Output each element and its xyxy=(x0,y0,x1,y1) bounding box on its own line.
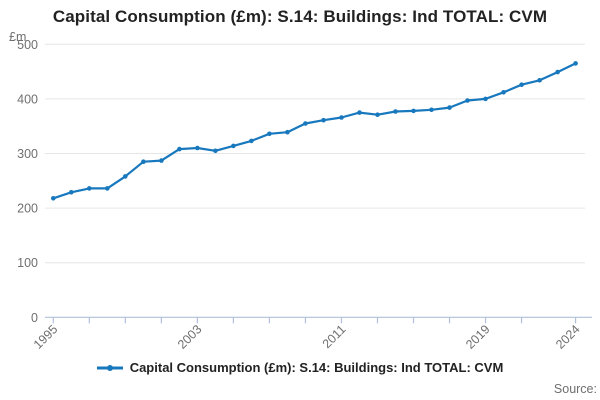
series-line xyxy=(52,62,577,200)
data-point[interactable] xyxy=(303,121,308,126)
data-series-line xyxy=(52,62,577,200)
data-point[interactable] xyxy=(357,110,362,115)
legend-item[interactable]: Capital Consumption (£m): S.14: Building… xyxy=(0,360,600,375)
data-point[interactable] xyxy=(573,61,578,66)
x-tick-label: 2024 xyxy=(553,322,583,352)
data-point[interactable] xyxy=(141,159,146,164)
legend-line-marker-icon xyxy=(96,364,123,371)
y-tick-label: 300 xyxy=(17,147,38,161)
data-point[interactable] xyxy=(249,138,254,144)
data-point[interactable] xyxy=(321,117,326,123)
data-point[interactable] xyxy=(447,105,452,110)
data-point[interactable] xyxy=(105,186,110,191)
x-tick-label: 2003 xyxy=(175,322,205,352)
data-point[interactable] xyxy=(213,148,218,154)
data-point[interactable] xyxy=(231,143,236,149)
data-point-markers[interactable] xyxy=(51,61,578,201)
data-point[interactable] xyxy=(285,129,290,135)
data-point[interactable] xyxy=(393,109,398,114)
data-point[interactable] xyxy=(51,196,56,201)
x-axis-ticks xyxy=(52,317,577,324)
data-point[interactable] xyxy=(519,82,524,87)
x-tick-label: 2019 xyxy=(463,322,493,352)
y-axis-unit-label: £m xyxy=(9,30,27,44)
data-point[interactable] xyxy=(267,131,272,137)
data-point[interactable] xyxy=(483,96,488,102)
data-point[interactable] xyxy=(537,78,542,83)
legend-label: Capital Consumption (£m): S.14: Building… xyxy=(129,360,504,375)
y-tick-label: 200 xyxy=(17,202,38,216)
data-point[interactable] xyxy=(375,112,380,117)
y-tick-label: 500 xyxy=(17,38,38,52)
y-tick-label: 0 xyxy=(31,311,38,325)
x-tick-label: 1995 xyxy=(31,322,61,352)
data-point[interactable] xyxy=(69,190,74,195)
line-chart-plot: 0 100 200 300 400 500 1995 2003 2011 2019 2024 xyxy=(17,38,592,352)
y-tick-label: 100 xyxy=(17,256,38,270)
chart-title: Capital Consumption (£m): S.14: Building… xyxy=(52,7,548,26)
data-point[interactable] xyxy=(465,98,470,103)
y-tick-label: 400 xyxy=(17,92,38,106)
source-label: Source: xyxy=(553,382,597,396)
gridlines xyxy=(45,43,585,264)
data-point[interactable] xyxy=(501,90,506,95)
data-point[interactable] xyxy=(159,158,164,163)
y-axis-labels: 0 100 200 300 400 500 xyxy=(17,38,38,325)
data-point[interactable] xyxy=(411,108,416,114)
data-point[interactable] xyxy=(123,174,128,179)
x-axis-labels: 1995 2003 2011 2019 2024 xyxy=(31,322,583,352)
data-point[interactable] xyxy=(87,186,92,191)
data-point[interactable] xyxy=(429,107,434,113)
data-point[interactable] xyxy=(195,145,200,151)
data-point[interactable] xyxy=(339,115,344,120)
data-point[interactable] xyxy=(177,146,182,152)
x-tick-label: 2011 xyxy=(320,322,349,351)
data-point[interactable] xyxy=(555,69,560,75)
